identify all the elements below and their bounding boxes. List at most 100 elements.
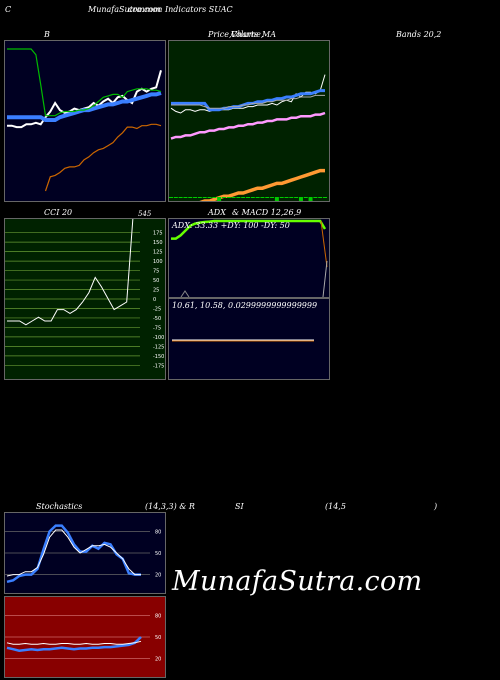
- adx-marker: [180, 290, 190, 297]
- volume-bar: [255, 197, 260, 198]
- stochastics-tick-label: 20: [155, 573, 161, 579]
- volume-bar: [323, 197, 327, 198]
- stochastics-series-1: [6, 529, 141, 577]
- stochastics-chart: 80 50 20: [5, 513, 165, 593]
- volume-bar: [313, 197, 318, 198]
- cci-tick-label: 150: [153, 240, 163, 246]
- cci-tick-label: -125: [153, 344, 164, 350]
- cci-tick-label: -175: [153, 363, 164, 369]
- volume-label: Volume,: [231, 30, 264, 39]
- rsi-tick-label: 80: [155, 613, 161, 619]
- rsi-close: ): [434, 502, 438, 511]
- volume-bar: [169, 197, 173, 198]
- cci-tick-label: 175: [153, 231, 163, 237]
- volume-bar: [260, 197, 265, 198]
- price-series-3: [170, 111, 326, 140]
- volume-bar: [226, 197, 231, 198]
- cci-tick-label: 125: [153, 250, 163, 256]
- volume-bar: [207, 197, 212, 198]
- price-series-1: [171, 89, 325, 112]
- price-series-2: [171, 94, 325, 109]
- stochastics-tick-label: 80: [155, 529, 161, 535]
- volume-bar: [294, 197, 299, 198]
- bands-label: Bands 20,2: [396, 30, 442, 39]
- panel-background: [169, 299, 329, 379]
- volume-bar: [318, 197, 323, 198]
- ma-label: MA: [262, 30, 276, 39]
- volume-bar: [188, 197, 193, 198]
- volume-bar: [298, 197, 303, 201]
- macd-panel: 10.61, 10.58, 0.0299999999999999: [168, 298, 330, 380]
- chart-subtitle: common Indicators SUAC: [128, 5, 233, 14]
- cci-chart: 175 150 125 100 75 50 25 0 -25 -50 -75 -100 -125 -150…: [5, 219, 165, 379]
- panel-background: [169, 41, 329, 201]
- volume-bar: [284, 197, 289, 198]
- rsi-label: SI: [235, 502, 244, 511]
- stochastics-series-0: [6, 524, 141, 584]
- header-left-label: C: [5, 5, 12, 14]
- cci-tick-label: -75: [153, 325, 161, 331]
- bollinger-label: B: [44, 30, 50, 39]
- rsi-series-1: [6, 640, 142, 645]
- volume-bar: [193, 197, 198, 198]
- rsi-series-0: [6, 636, 142, 652]
- rsi-chart: 80 50 20: [5, 597, 165, 677]
- stochastics-tick-label: 50: [155, 551, 161, 557]
- adx-minus-di-line: [320, 220, 328, 268]
- cci-tick-label: -150: [153, 354, 164, 360]
- price-ma-panel: [168, 40, 330, 202]
- watermark: MunafaSutra.com: [172, 566, 423, 597]
- volume-bar: [217, 197, 222, 201]
- stochastics-label: Stochastics: [36, 502, 83, 511]
- volume-bar: [274, 197, 279, 201]
- stochastics-panel: 80 50 20: [4, 512, 166, 594]
- cci-tick-label: -25: [153, 306, 161, 312]
- rsi-params: (14,5: [325, 502, 346, 511]
- cci-label: CCI 20: [44, 208, 73, 217]
- macd-label: & MACD 12,26,9: [232, 208, 302, 217]
- bollinger-series-2: [7, 48, 162, 117]
- cci-tick-label: 50: [153, 278, 159, 284]
- cci-top-value: 545: [138, 210, 152, 218]
- volume-bar: [246, 197, 250, 198]
- volume-bar: [265, 197, 270, 198]
- volume-bar: [236, 197, 241, 198]
- adx-label: ADX: [208, 208, 226, 217]
- stochastics-params: (14,3,3) & R: [145, 502, 195, 511]
- adx-panel: ADX: 33.33 +DY: 100 -DY: 50: [168, 218, 330, 298]
- bollinger-panel: [4, 40, 166, 202]
- site-name: MunafaSutra.com: [88, 5, 161, 14]
- volume-bar: [279, 197, 284, 198]
- rsi-tick-label: 50: [155, 635, 161, 641]
- volume-bar: [231, 197, 236, 198]
- adx-chart: [169, 219, 329, 297]
- adx-line: [171, 219, 327, 240]
- price-series-4: [199, 168, 325, 201]
- cci-tick-label: 25: [153, 288, 159, 294]
- bollinger-series-3: [44, 123, 162, 192]
- volume-bar: [289, 197, 294, 198]
- macd-values: 10.61, 10.58, 0.0299999999999999: [172, 301, 318, 310]
- cci-tick-label: 0: [153, 297, 156, 303]
- cci-tick-label: 75: [153, 269, 159, 275]
- cci-tick-label: 100: [153, 259, 163, 265]
- volume-bar: [212, 197, 217, 198]
- volume-bar: [241, 197, 246, 198]
- rsi-panel: 80 50 20: [4, 596, 166, 678]
- adx-plus-di-line: [322, 260, 328, 297]
- panel-background: [169, 219, 329, 297]
- volume-bar: [178, 197, 183, 198]
- adx-values: ADX: 33.33 +DY: 100 -DY: 50: [172, 221, 290, 230]
- volume-bar: [270, 197, 275, 198]
- volume-bar: [221, 197, 226, 198]
- bollinger-chart: [5, 41, 165, 201]
- volume-bar: [197, 197, 202, 198]
- volume-bar: [173, 197, 178, 198]
- cci-panel: 175 150 125 100 75 50 25 0 -25 -50 -75 -100 -125 -150…: [4, 218, 166, 380]
- volume-bar: [303, 197, 308, 198]
- volume-bar: [308, 197, 313, 201]
- charts-label: Charts: [231, 30, 259, 39]
- cci-tick-label: -50: [153, 316, 161, 322]
- panel-background: [5, 41, 165, 201]
- volume-bar: [250, 197, 255, 198]
